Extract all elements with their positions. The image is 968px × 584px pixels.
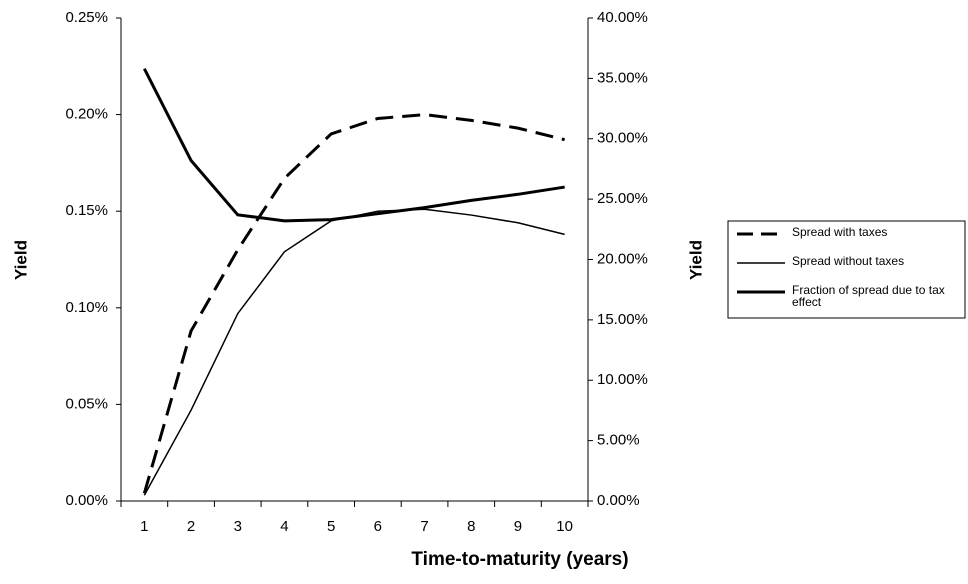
y2-tick-label: 40.00% xyxy=(597,9,648,26)
y2-tick-label: 0.00% xyxy=(597,492,640,509)
x-axis-title: Time-to-maturity (years) xyxy=(411,549,628,570)
x-tick-label: 9 xyxy=(514,518,522,535)
y2-axis-title: Yield xyxy=(686,240,705,280)
legend-label: Spread without taxes xyxy=(792,255,905,268)
x-tick-label: 1 xyxy=(140,518,148,535)
legend-entry: Spread with taxes xyxy=(792,226,888,239)
x-tick-label: 2 xyxy=(187,518,195,535)
y-axis-title: Yield xyxy=(11,240,30,280)
legend-label: Spread with taxes xyxy=(792,226,888,239)
x-tick-label: 7 xyxy=(420,518,428,535)
legend xyxy=(727,220,966,319)
x-tick-label: 8 xyxy=(467,518,475,535)
legend-entry: Fraction of spread due to tax effect xyxy=(792,284,945,309)
legend-label: Fraction of spread due to tax effect xyxy=(792,284,945,309)
y-tick-label: 0.05% xyxy=(65,395,108,412)
y2-tick-label: 15.00% xyxy=(597,311,648,328)
x-tick-label: 4 xyxy=(280,518,288,535)
series-line xyxy=(143,68,565,223)
y2-tick-label: 30.00% xyxy=(597,130,648,147)
y2-tick-label: 10.00% xyxy=(597,371,648,388)
x-tick-label: 6 xyxy=(374,518,382,535)
x-tick-label: 5 xyxy=(327,518,335,535)
x-tick-label: 10 xyxy=(556,518,573,535)
series-line xyxy=(142,113,566,494)
y-tick-label: 0.25% xyxy=(65,9,108,26)
x-tick-label: 3 xyxy=(234,518,242,535)
y2-tick-label: 20.00% xyxy=(597,250,648,267)
y2-tick-label: 35.00% xyxy=(597,69,648,86)
series-line xyxy=(143,208,565,496)
y-tick-label: 0.20% xyxy=(65,106,108,123)
y-tick-label: 0.15% xyxy=(65,202,108,219)
legend-entry: Spread without taxes xyxy=(792,255,905,268)
y2-tick-label: 5.00% xyxy=(597,432,640,449)
y-tick-label: 0.10% xyxy=(65,299,108,316)
y-tick-label: 0.00% xyxy=(65,492,108,509)
y2-tick-label: 25.00% xyxy=(597,190,648,207)
